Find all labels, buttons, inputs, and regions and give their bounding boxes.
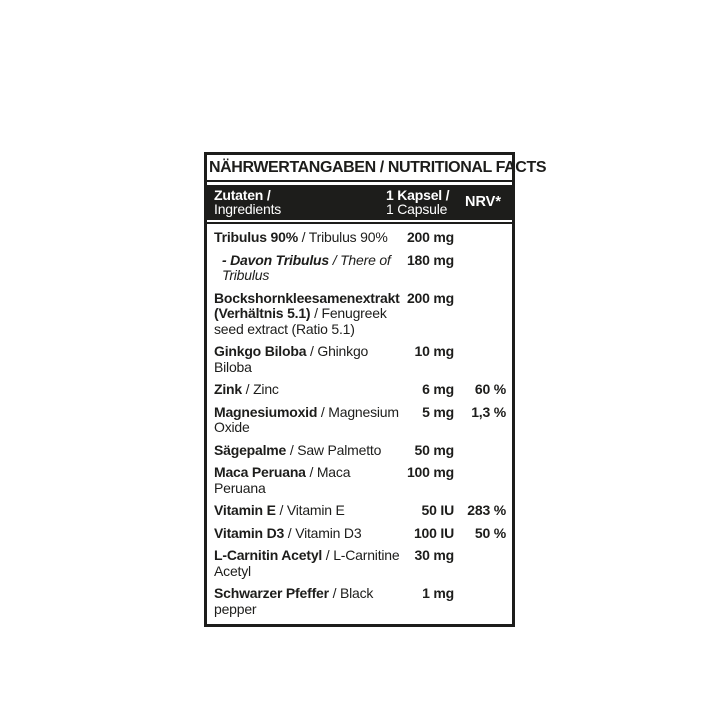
ingredient-amount: 10 mg: [414, 343, 455, 359]
ingredient-amount: 180 mg: [406, 251, 454, 268]
ingredient-name-de: L-Carnitin Acetyl: [214, 547, 323, 563]
table-row: Vitamin D3 / Vitamin D3 100 IU 50 %: [214, 524, 508, 542]
table-row: Vitamin E / Vitamin E 50 IU 283 %: [214, 502, 508, 519]
ingredient-name-en: Maca Peruana: [214, 464, 351, 496]
ingredient-name-separator: /: [306, 343, 318, 359]
table-row: Maca Peruana / Maca Peruana 100 mg: [214, 464, 508, 496]
ingredient-name-en: Fenugreek seed extract (Ratio 5.1): [214, 305, 387, 337]
ingredient-name: L-Carnitin Acetyl / L-Carnitine Acetyl: [214, 547, 404, 579]
ingredient-name-separator: /: [329, 251, 341, 268]
ingredient-amount: 30 mg: [414, 547, 455, 563]
table-header-bar: Zutaten / Ingredients 1 Kapsel / 1 Capsu…: [207, 185, 512, 220]
ingredient-name-de: Magnesiumoxid: [214, 403, 318, 420]
table-row: Magnesiumoxid / Magnesium Oxide 5 mg 1,3…: [214, 403, 508, 436]
title-divider: [207, 180, 512, 182]
nutrition-facts-table: NÄHRWERTANGABEN / NUTRITIONAL FACTS Zuta…: [204, 152, 547, 627]
ingredient-name-separator: /: [328, 585, 340, 601]
header-ingredients-de: Zutaten /: [214, 187, 271, 203]
ingredient-name-en: L-Carnitine Acetyl: [214, 547, 400, 579]
ingredient-name-en: Black pepper: [214, 585, 374, 617]
ingredient-name-separator: /: [297, 229, 309, 245]
ingredient-name: Tribulus 90% / Tribulus 90%: [214, 229, 404, 246]
table-row: Sägepalme / Saw Palmetto 50 mg: [214, 441, 508, 459]
ingredient-name: Sägepalme / Saw Palmetto: [214, 441, 404, 459]
ingredient-name: - Davon Tribulus / There of Tribulus: [214, 251, 404, 284]
ingredient-name-separator: /: [310, 305, 322, 321]
ingredient-name-en: There of Tribulus: [222, 251, 391, 283]
ingredient-amount: 50 IU: [421, 502, 455, 518]
ingredient-name-de: - Davon Tribulus: [222, 251, 329, 268]
ingredient-name-separator: /: [241, 381, 254, 397]
ingredient-name-en: Ghinkgo Biloba: [214, 343, 369, 375]
header-ingredients-en: Ingredients: [214, 201, 282, 217]
ingredient-name-de: Zink: [214, 381, 242, 397]
ingredient-name: Schwarzer Pfeffer / Black pepper: [214, 585, 404, 617]
ingredient-name-separator: /: [275, 502, 287, 518]
ingredient-amount: 5 mg: [422, 403, 454, 420]
ingredient-amount: 200 mg: [406, 229, 454, 245]
table-row: L-Carnitin Acetyl / L-Carnitine Acetyl 3…: [214, 547, 508, 579]
header-serving-de: 1 Kapsel /: [386, 187, 450, 203]
table-row: Tribulus 90% / Tribulus 90% 200 mg: [214, 229, 508, 246]
ingredient-name-en: Vitamin E: [286, 502, 345, 518]
ingredient-name-en: Saw Palmetto: [297, 441, 382, 458]
ingredient-nrv: 283 %: [467, 502, 506, 518]
ingredient-amount: 100 mg: [406, 464, 454, 480]
ingredient-name-en: Tribulus 90%: [308, 229, 388, 245]
table-row: Ginkgo Biloba / Ghinkgo Biloba 10 mg: [214, 343, 508, 375]
ingredient-name: Zink / Zinc: [214, 381, 404, 398]
table-row: Zink / Zinc 6 mg 60 %: [214, 381, 508, 398]
ingredient-name-de: Vitamin E: [214, 502, 276, 518]
table-row: Bockshornkleesamenextrakt (Verhältnis 5.…: [214, 289, 508, 338]
ingredient-amount: 6 mg: [422, 381, 454, 397]
header-nrv-label: NRV*: [465, 194, 501, 210]
ingredient-nrv: 60 %: [474, 381, 506, 397]
table-title: NÄHRWERTANGABEN / NUTRITIONAL FACTS: [209, 159, 547, 176]
header-ingredients-column: Zutaten / Ingredients: [214, 188, 384, 216]
ingredient-name-separator: /: [322, 547, 334, 563]
ingredient-name-separator: /: [284, 524, 296, 541]
ingredient-name: Maca Peruana / Maca Peruana: [214, 464, 404, 496]
ingredient-name-en: Magnesium Oxide: [214, 403, 399, 435]
header-divider: [207, 222, 512, 224]
ingredient-name: Bockshornkleesamenextrakt (Verhältnis 5.…: [214, 289, 404, 338]
ingredient-amount: 1 mg: [422, 585, 454, 601]
header-serving-column: 1 Kapsel / 1 Capsule: [386, 188, 456, 216]
ingredient-amount: 50 mg: [414, 441, 455, 458]
table-row: - Davon Tribulus / There of Tribulus 180…: [214, 251, 508, 284]
ingredient-amount: 200 mg: [406, 289, 454, 306]
ingredient-name: Magnesiumoxid / Magnesium Oxide: [214, 403, 404, 436]
ingredient-name-de: Sägepalme: [214, 441, 287, 458]
table-row: Schwarzer Pfeffer / Black pepper 1 mg: [214, 585, 508, 617]
table-rows: Tribulus 90% / Tribulus 90% 200 mg - Dav…: [207, 224, 512, 624]
ingredient-name: Ginkgo Biloba / Ghinkgo Biloba: [214, 343, 404, 375]
ingredient-nrv: 1,3 %: [471, 403, 506, 420]
ingredient-name-separator: /: [317, 403, 329, 420]
ingredient-name-de: Tribulus 90%: [214, 229, 298, 245]
ingredient-name-de: Vitamin D3: [214, 524, 285, 541]
ingredient-name: Vitamin D3 / Vitamin D3: [214, 524, 404, 542]
ingredient-nrv: 50 %: [474, 524, 506, 541]
ingredient-name-de: Bockshornkleesamenextrakt (Verhältnis 5.…: [214, 289, 400, 321]
ingredient-name-de: Ginkgo Biloba: [214, 343, 307, 359]
header-serving-en: 1 Capsule: [386, 201, 448, 217]
ingredient-name-en: Zinc: [253, 381, 279, 397]
ingredient-name: Vitamin E / Vitamin E: [214, 502, 404, 519]
ingredient-amount: 100 IU: [413, 524, 454, 541]
ingredient-name-de: Schwarzer Pfeffer: [214, 585, 329, 601]
ingredient-name-de: Maca Peruana: [214, 464, 306, 480]
ingredient-name-separator: /: [286, 441, 298, 458]
ingredient-name-separator: /: [305, 464, 317, 480]
ingredient-name-en: Vitamin D3: [295, 524, 362, 541]
